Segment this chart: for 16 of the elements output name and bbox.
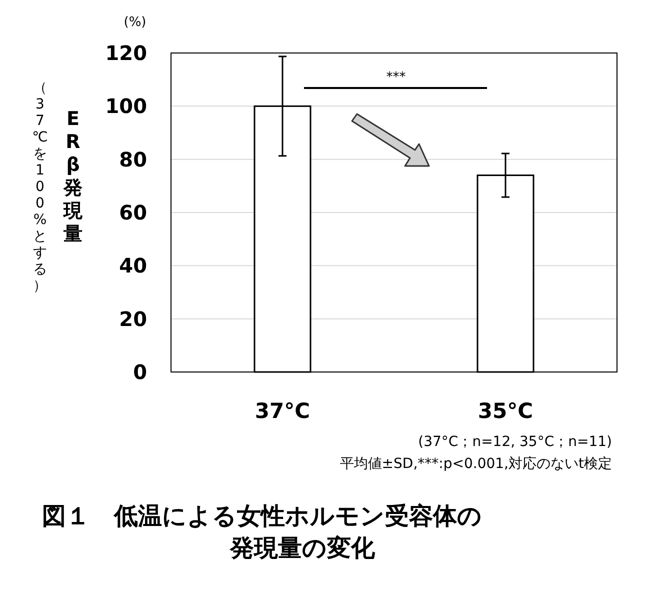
y-tick-label: 20 bbox=[119, 306, 147, 331]
y-tick-label: 0 bbox=[133, 360, 147, 384]
y-tick-label: 80 bbox=[119, 147, 147, 172]
y-tick-label: 40 bbox=[119, 254, 147, 278]
y-tick-label: 100 bbox=[105, 94, 147, 118]
x-tick-label: 35°C bbox=[478, 399, 534, 423]
y-tick-label: 120 bbox=[105, 41, 147, 65]
y-tick-label: 60 bbox=[119, 200, 147, 224]
text: (%) bbox=[124, 15, 146, 30]
text: (37°C；n=12, 35°C；n=11) bbox=[418, 434, 612, 450]
annotation: *** bbox=[386, 70, 406, 85]
text: （37℃を100%とする） bbox=[32, 80, 48, 294]
text: 図１ 低温による女性ホルモン受容体の発現量の変化 bbox=[42, 502, 482, 562]
text: 平均値±SD,***:p<0.001,対応のないt検定 bbox=[340, 456, 612, 472]
x-tick-label: 37°C bbox=[254, 399, 310, 423]
y-axis-title: ERβ発現量 bbox=[62, 108, 84, 245]
